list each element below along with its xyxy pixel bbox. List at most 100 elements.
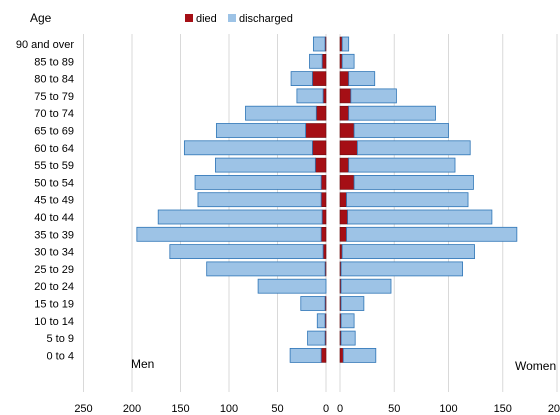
bar-women-discharged [341, 244, 475, 260]
bar-men-discharged [197, 192, 322, 208]
category-label: 65 to 69 [34, 126, 74, 138]
bar-men-died [321, 53, 327, 69]
panel-label-women: Women [515, 359, 556, 373]
legend-label-discharged: discharged [239, 13, 293, 25]
category-label: 55 to 59 [34, 160, 74, 172]
bar-men-discharged [245, 105, 317, 121]
bar-women-died [339, 192, 347, 207]
bar-men-died [320, 348, 327, 363]
axis-title: Age [30, 11, 52, 25]
bar-women-died [339, 209, 348, 225]
category-label: 70 to 74 [34, 108, 74, 120]
bar-women-discharged [340, 296, 365, 311]
bar-women-discharged [341, 53, 355, 69]
bar-women-discharged [348, 71, 376, 86]
category-label: 45 to 49 [34, 195, 74, 207]
category-label: 15 to 19 [34, 299, 74, 311]
bar-women-discharged [340, 261, 464, 277]
bar-women-died [339, 123, 355, 138]
x-tick-label-men: 250 [74, 403, 92, 415]
bar-men-discharged [289, 347, 322, 363]
category-label: 10 to 14 [34, 316, 74, 328]
legend-swatch-died [185, 14, 193, 22]
category-label: 30 to 34 [34, 247, 74, 259]
bar-men-died [320, 227, 327, 242]
bar-men-died [320, 192, 327, 207]
category-label: 75 to 79 [34, 91, 74, 103]
bar-men-discharged [300, 296, 326, 311]
bar-women-died [339, 175, 355, 190]
x-tick-label-women: 50 [388, 403, 400, 415]
category-label: 35 to 39 [34, 229, 74, 241]
bar-men-died [320, 175, 327, 190]
category-label: 80 to 84 [34, 74, 74, 86]
bar-women-discharged [340, 278, 392, 294]
bar-men-discharged [157, 209, 323, 225]
bar-men-died [312, 140, 327, 156]
bar-men-discharged [290, 71, 313, 86]
bar-women-discharged [350, 88, 397, 104]
panel-label-men: Men [131, 357, 154, 371]
category-label: 5 to 9 [46, 333, 74, 345]
bar-women-discharged [341, 36, 350, 52]
bar-women-discharged [346, 226, 518, 242]
bar-men-discharged [206, 261, 326, 277]
x-tick-label-men: 50 [271, 403, 283, 415]
bar-women-died [339, 157, 349, 173]
x-tick-label-women: 0 [337, 403, 343, 415]
bar-men-discharged [257, 278, 327, 294]
bar-women-discharged [348, 105, 436, 121]
bar-women-died [339, 227, 347, 242]
bar-men-discharged [309, 53, 323, 69]
bar-men-died [322, 244, 327, 259]
x-tick-label-men: 0 [323, 403, 329, 415]
bar-men-discharged [194, 174, 322, 190]
bar-men-discharged [316, 313, 326, 329]
category-label: 0 to 4 [46, 350, 74, 362]
bar-men-discharged [312, 36, 326, 52]
bar-women-discharged [347, 209, 493, 225]
x-tick-label-men: 150 [171, 403, 189, 415]
bar-men-died [315, 105, 327, 121]
category-label: 25 to 29 [34, 264, 74, 276]
bar-men-discharged [296, 88, 324, 104]
bar-men-died [305, 123, 327, 138]
bars [136, 36, 518, 363]
labels: 250 200 150 100 50 00 50 100 150 200 90 and over 85… [16, 11, 560, 415]
bar-women-discharged [353, 123, 449, 138]
bar-women-discharged [346, 192, 469, 208]
bar-women-died [339, 88, 352, 104]
category-label: 85 to 89 [34, 56, 74, 68]
category-label: 60 to 64 [34, 143, 74, 155]
bar-men-discharged [215, 123, 307, 138]
legend-swatch-discharged [228, 14, 236, 22]
bar-women-died [339, 71, 349, 86]
bar-men-died [315, 157, 327, 173]
bar-men-discharged [169, 244, 324, 260]
bar-women-died [339, 105, 349, 121]
bar-men-died [322, 88, 327, 104]
bar-men-died [312, 71, 327, 86]
bar-women-discharged [342, 347, 377, 363]
bar-women-discharged [340, 313, 355, 329]
category-label: 20 to 24 [34, 281, 74, 293]
bar-women-discharged [356, 140, 471, 156]
bar-men-discharged [215, 157, 316, 173]
legend-label-died: died [196, 13, 217, 25]
bar-women-discharged [348, 157, 456, 173]
x-tick-label-women: 200 [548, 403, 560, 415]
category-label: 40 to 44 [34, 212, 74, 224]
bar-men-died [321, 209, 327, 225]
bar-men-discharged [307, 330, 326, 346]
bar-women-died [339, 140, 358, 156]
bar-men-discharged [183, 140, 313, 156]
bar-women-discharged [340, 330, 356, 346]
bar-women-discharged [353, 174, 474, 190]
category-label: 90 and over [16, 39, 74, 51]
x-tick-label-women: 150 [494, 403, 512, 415]
bar-women-died [339, 348, 344, 363]
bar-men-discharged [136, 226, 322, 242]
x-tick-label-women: 100 [439, 403, 457, 415]
x-tick-label-men: 100 [220, 403, 238, 415]
